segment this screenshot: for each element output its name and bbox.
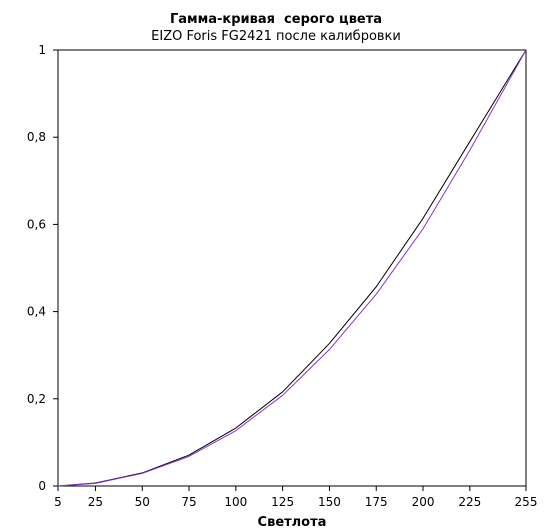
x-tick-label: 75 xyxy=(181,495,196,509)
plot-area xyxy=(57,49,527,487)
x-tick-label: 25 xyxy=(88,495,103,509)
x-axis-title: Светлота xyxy=(258,515,327,530)
chart-title: Гамма-кривая серого цвета xyxy=(170,12,382,27)
x-tick-label: 150 xyxy=(318,495,341,509)
x-tick-label: 175 xyxy=(365,495,388,509)
y-tick-label: 0,8 xyxy=(27,130,46,144)
y-tick-label: 0 xyxy=(38,479,46,493)
y-tick-label: 1 xyxy=(38,43,46,57)
y-axis-ticks: 0 0,2 0,4 0,6 0,8 1 xyxy=(27,43,58,493)
x-tick-label: 50 xyxy=(135,495,150,509)
y-tick-label: 0,4 xyxy=(27,305,46,319)
x-axis-ticks: 5 25 50 75 100 125 150 175 200 225 255 xyxy=(54,486,537,509)
series-line-2 xyxy=(57,49,527,487)
x-tick-label: 255 xyxy=(515,495,538,509)
x-tick-label: 100 xyxy=(224,495,247,509)
y-tick-label: 0,6 xyxy=(27,217,46,231)
series-layer xyxy=(57,49,527,487)
chart-subtitle: EIZO Foris FG2421 после калибровки xyxy=(151,29,401,44)
x-tick-label: 5 xyxy=(54,495,62,509)
y-tick-label: 0,2 xyxy=(27,392,46,406)
x-tick-label: 125 xyxy=(271,495,294,509)
x-tick-label: 200 xyxy=(412,495,435,509)
x-tick-label: 225 xyxy=(458,495,481,509)
